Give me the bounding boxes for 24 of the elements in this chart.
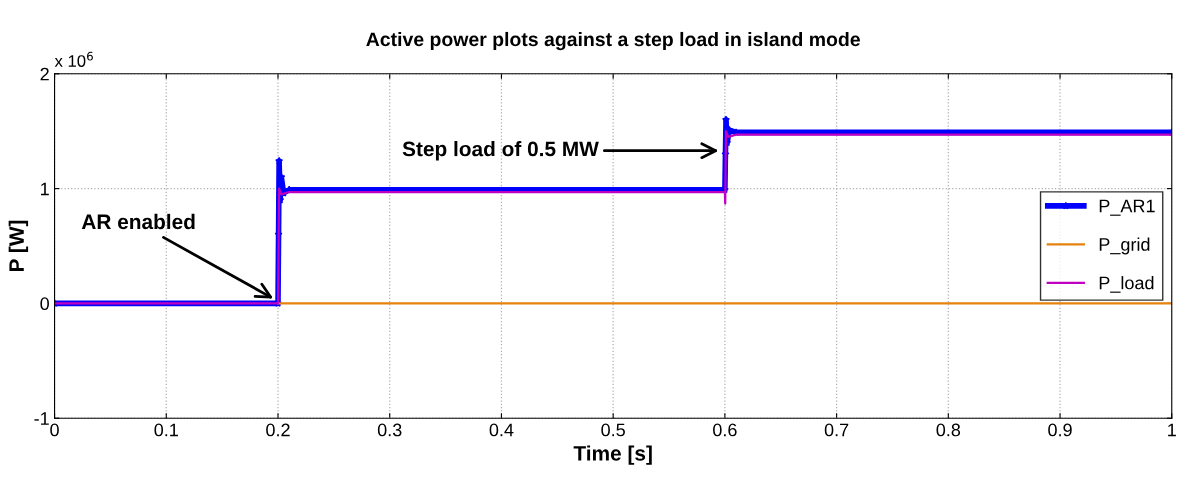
- annotation: Step load of 0.5 MW: [402, 141, 599, 161]
- x-tick-label: 1: [1168, 423, 1176, 437]
- legend-label: P_AR1: [1099, 199, 1155, 216]
- x-tick-label: 0.8: [936, 423, 961, 437]
- x-tick-label: 0.3: [377, 423, 402, 437]
- y-tick-label: 1: [41, 182, 49, 196]
- y-tick-label: -1: [34, 412, 49, 425]
- legend-label: P_load: [1099, 276, 1154, 293]
- chart-title: Active power plots against a step load in island mode: [366, 31, 860, 51]
- x-tick-label: 0.5: [601, 423, 625, 437]
- y-tick-label: 2: [40, 67, 49, 81]
- legend-label: P_grid: [1099, 237, 1150, 255]
- text: x 10$^{6}$: [54, 51, 93, 67]
- y-tick-label: 0: [40, 297, 49, 311]
- x-tick-label: 0.6: [713, 423, 737, 437]
- annotation: AR enabled: [81, 213, 195, 230]
- x-tick-label: 0.4: [489, 423, 514, 437]
- y-axis-title: P [W]: [8, 220, 29, 272]
- x-tick-label: 0: [50, 423, 59, 437]
- x-tick-label: 0.1: [154, 423, 178, 437]
- x-tick-label: 0.7: [824, 423, 849, 437]
- x-tick-label: 0.9: [1048, 423, 1072, 437]
- x-axis-title: Time [s]: [573, 445, 652, 465]
- x-tick-label: 0.2: [266, 423, 290, 437]
